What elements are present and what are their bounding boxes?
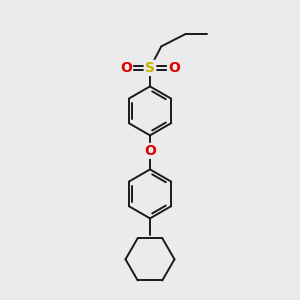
Text: S: S [145, 61, 155, 75]
Text: O: O [120, 61, 132, 75]
Text: O: O [168, 61, 180, 75]
Text: O: O [144, 144, 156, 158]
